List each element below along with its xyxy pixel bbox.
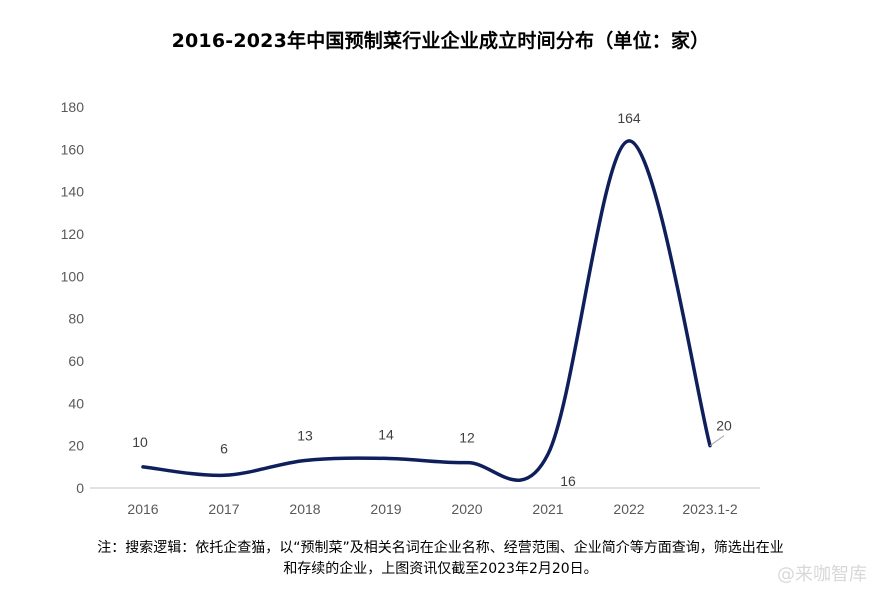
- x-tick-label: 2022: [613, 501, 644, 517]
- data-label: 12: [459, 430, 475, 446]
- x-tick-label: 2023.1-2: [682, 501, 737, 517]
- footnote-line-1: 注：搜索逻辑：依托企查猫，以“预制菜”及相关名词在企业名称、经营范围、企业简介等…: [97, 540, 784, 556]
- y-tick-label: 60: [68, 353, 84, 369]
- data-point: [465, 461, 469, 465]
- chart-title: 2016-2023年中国预制菜行业企业成立时间分布（单位：家）: [171, 30, 710, 52]
- y-tick-label: 180: [61, 99, 85, 115]
- data-point: [627, 139, 631, 143]
- footnote-line-2: 和存续的企业，上图资讯仅截至2023年2月20日。: [283, 561, 598, 577]
- y-tick-label: 160: [61, 141, 85, 157]
- y-tick-label: 100: [61, 268, 85, 284]
- data-point: [222, 473, 226, 477]
- series-line: [141, 139, 712, 482]
- data-label: 20: [716, 418, 732, 434]
- data-label: 6: [220, 440, 228, 456]
- x-tick-label: 2016: [127, 501, 158, 517]
- data-label: 14: [378, 426, 394, 442]
- data-point: [384, 456, 388, 460]
- data-label: 13: [297, 427, 313, 443]
- x-tick-label: 2018: [289, 501, 320, 517]
- x-tick-label: 2017: [208, 501, 239, 517]
- x-tick-label: 2021: [532, 501, 563, 517]
- x-tick-label: 2019: [370, 501, 401, 517]
- data-label: 164: [617, 110, 641, 126]
- data-point: [141, 465, 145, 469]
- y-tick-label: 80: [68, 311, 84, 327]
- data-label: 16: [560, 473, 576, 489]
- data-label-leader: [709, 435, 725, 447]
- data-label: 10: [132, 434, 148, 450]
- y-tick-label: 40: [68, 395, 84, 411]
- y-tick-label: 0: [76, 480, 84, 496]
- y-tick-label: 140: [61, 184, 85, 200]
- y-tick-label: 120: [61, 226, 85, 242]
- y-tick-label: 20: [68, 438, 84, 454]
- data-point: [303, 458, 307, 462]
- data-point: [546, 452, 550, 456]
- footnote: 注：搜索逻辑：依托企查猫，以“预制菜”及相关名词在企业名称、经营范围、企业简介等…: [20, 538, 861, 580]
- watermark: @来咖智库: [777, 564, 867, 585]
- x-tick-label: 2020: [451, 501, 482, 517]
